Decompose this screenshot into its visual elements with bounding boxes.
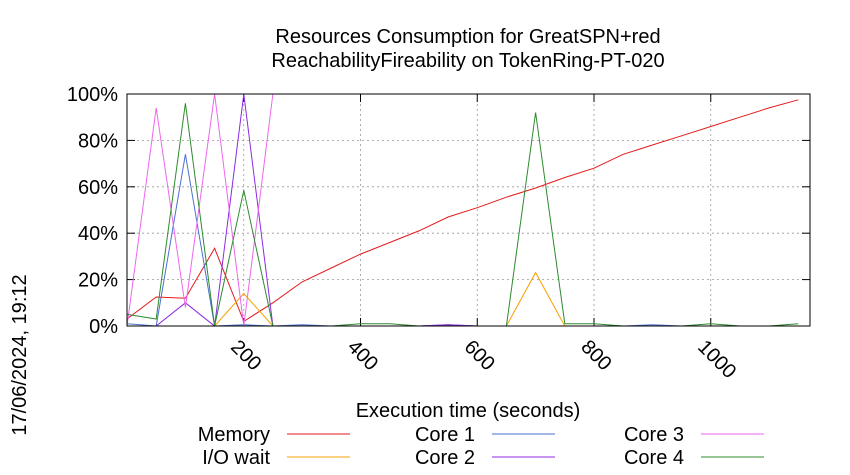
y-tick-label: 20% — [78, 270, 118, 292]
y-axis-ticks: 0% 20% 40% 60% 80% 100% — [67, 84, 810, 338]
legend-label: I/O wait — [202, 447, 270, 469]
series-line-memory — [126, 99, 799, 323]
legend-item-core-3: Core 3 — [624, 424, 764, 446]
chart-title-line-2: ReachabilityFireability on TokenRing-PT-… — [271, 50, 664, 72]
series-line-core-4 — [126, 103, 799, 327]
x-tick-label: 1000 — [693, 336, 740, 383]
series-lines — [126, 93, 799, 327]
chart-title: Resources Consumption for GreatSPN+redRe… — [271, 26, 664, 72]
legend-item-core-2: Core 2 — [415, 447, 555, 469]
y-tick-label: 40% — [78, 223, 118, 245]
legend-label: Core 3 — [624, 424, 684, 446]
legend-item-memory: Memory — [198, 424, 350, 446]
legend-label: Memory — [198, 424, 270, 446]
x-axis-ticks: 200 400 600 800 1000 — [226, 94, 740, 383]
chart-title-line-1: Resources Consumption for GreatSPN+red — [275, 26, 660, 48]
legend-item-i-o-wait: I/O wait — [202, 447, 350, 469]
legend-item-core-4: Core 4 — [624, 447, 764, 469]
x-axis-label: Execution time (seconds) — [356, 400, 581, 422]
plot-frame — [126, 93, 811, 327]
y-tick-label: 100% — [67, 84, 118, 106]
series-line-core-1 — [126, 154, 799, 327]
legend-label: Core 1 — [415, 424, 475, 446]
legend-label: Core 4 — [624, 447, 684, 469]
x-tick-label: 800 — [576, 336, 615, 375]
legend-label: Core 2 — [415, 447, 475, 469]
x-tick-label: 600 — [460, 336, 499, 375]
y-tick-label: 0% — [89, 316, 118, 338]
y-tick-label: 60% — [78, 177, 118, 199]
grid — [127, 94, 810, 326]
series-line-core-2 — [127, 93, 799, 327]
x-tick-label: 400 — [343, 336, 382, 375]
y-tick-label: 80% — [78, 130, 118, 152]
timestamp-label: 17/06/2024, 19:12 — [9, 274, 31, 435]
x-tick-label: 200 — [226, 336, 265, 375]
series-line-core-3 — [126, 93, 799, 327]
legend-item-core-1: Core 1 — [415, 424, 555, 446]
